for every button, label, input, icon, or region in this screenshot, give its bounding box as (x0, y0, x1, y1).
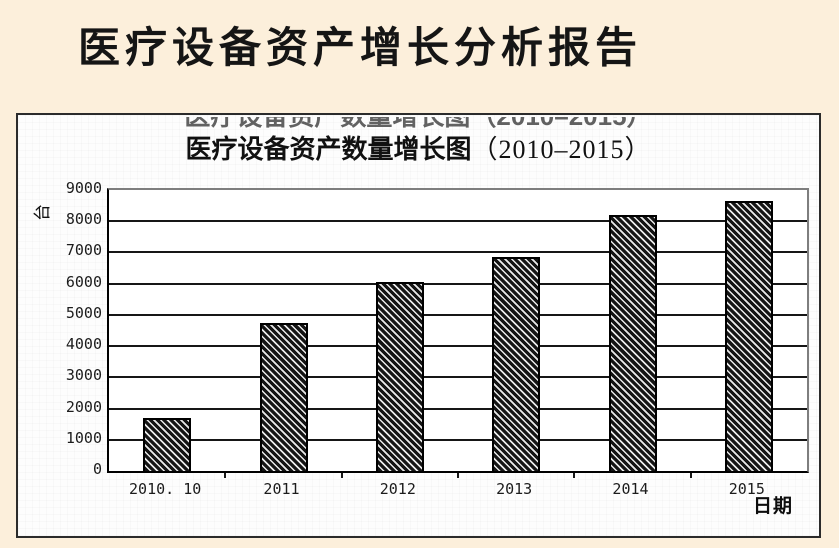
x-axis-tick (457, 473, 459, 478)
x-axis-tick (224, 473, 227, 478)
x-axis-tick (689, 473, 692, 478)
ghost-title-artifact: 医疗设备资产数量增长图（2010–2015） (18, 117, 819, 129)
chart-title: 医疗设备资产数量增长图（2010–2015） (18, 129, 819, 166)
y-tick-label-8000: 8000 (65, 210, 102, 229)
gridline-7000 (109, 251, 807, 254)
gridline-2000 (109, 407, 807, 410)
y-tick-label-9000: 9000 (65, 179, 102, 197)
y-tick-label-2000: 2000 (65, 397, 102, 416)
gridline-3000 (109, 376, 807, 379)
y-tick-label-1000: 1000 (65, 428, 102, 447)
bar-2015 (724, 201, 773, 471)
chart-panel: 医疗设备资产数量增长图（2010–2015） 医疗设备资产数量增长图（2010–… (16, 113, 821, 538)
bar-2012 (375, 282, 424, 471)
y-tick-label-0: 0 (92, 460, 102, 478)
chart-title-main: 医疗设备资产数量增长图 (185, 134, 472, 164)
x-axis-tick (340, 473, 343, 478)
x-tick-label-2014: 2014 (612, 480, 649, 498)
y-tick-label-5000: 5000 (65, 303, 102, 322)
ghost-title-text: 医疗设备资产数量增长图（2010–2015） (184, 117, 652, 129)
x-tick-label-2015: 2015 (728, 480, 765, 498)
bar-2014 (608, 215, 657, 471)
gridline-8000 (109, 220, 807, 223)
y-tick-label-6000: 6000 (65, 272, 102, 291)
plot-area (107, 188, 809, 478)
y-tick-label-3000: 3000 (65, 366, 102, 385)
page-title: 医疗设备资产增长分析报告 (77, 24, 642, 71)
bar-2011 (259, 323, 308, 471)
bar-2013 (492, 257, 541, 471)
x-tick-label-2013: 2013 (496, 480, 533, 498)
x-tick-label-201010: 2010. 10 (129, 480, 202, 498)
x-axis-title: 日期 (753, 496, 794, 517)
x-axis-tick (573, 473, 576, 478)
bar-201010 (143, 418, 192, 471)
gridline-1000 (109, 438, 807, 441)
y-tick-label-7000: 7000 (65, 241, 102, 260)
y-tick-label-4000: 4000 (65, 335, 102, 354)
x-tick-label-2011: 2011 (263, 480, 300, 498)
gridline-5000 (109, 313, 807, 316)
gridline-6000 (109, 282, 807, 285)
chart-title-range: （2010–2015） (471, 135, 652, 164)
x-tick-label-2012: 2012 (379, 480, 416, 498)
gridline-4000 (109, 345, 807, 348)
